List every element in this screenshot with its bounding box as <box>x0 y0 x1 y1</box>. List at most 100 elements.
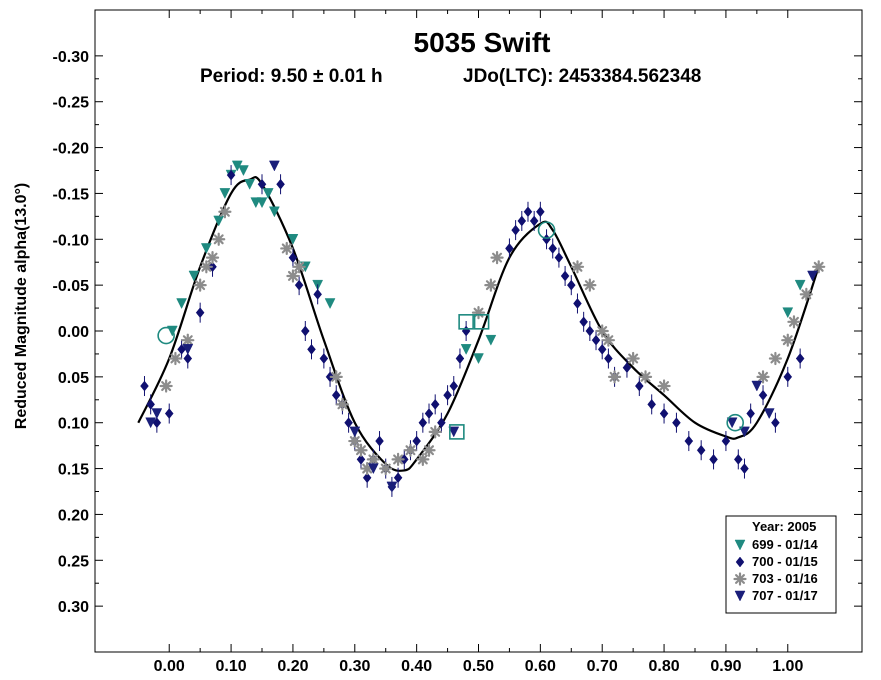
data-point <box>393 472 403 484</box>
epoch-text: JDo(LTC): 2453384.562348 <box>463 66 701 87</box>
data-point <box>721 435 731 447</box>
data-point <box>354 443 368 457</box>
data-point <box>523 206 533 218</box>
data-point <box>726 413 744 432</box>
data-point <box>319 353 329 364</box>
data-point <box>726 417 738 429</box>
data-point <box>604 353 613 364</box>
x-tick-label: 0.60 <box>525 658 556 675</box>
data-point <box>424 408 434 419</box>
data-point <box>199 260 213 274</box>
data-point <box>448 426 460 438</box>
data-point <box>391 452 405 466</box>
data-point <box>294 279 304 291</box>
data-point <box>292 260 306 274</box>
data-point <box>430 398 440 410</box>
data-point <box>548 243 558 254</box>
data-point <box>733 453 743 465</box>
series-5 <box>449 314 490 440</box>
data-point <box>412 435 421 447</box>
data-point <box>554 252 564 264</box>
data-point <box>771 417 780 429</box>
legend-entry-label: 700 - 01/15 <box>752 554 818 569</box>
data-point <box>758 389 768 401</box>
y-tick-label: -0.30 <box>53 49 90 66</box>
data-point <box>795 353 805 364</box>
data-point <box>536 206 545 218</box>
data-point <box>403 443 418 457</box>
data-point <box>635 380 644 392</box>
y-tick-label: 0.05 <box>58 370 89 387</box>
x-tick-labels: 0.00 0.10 0.20 0.30 0.40 0.50 0.60 0.70 0.80 0.90… <box>154 658 804 675</box>
data-point <box>286 269 300 283</box>
data-point <box>276 178 285 190</box>
data-point <box>812 260 826 274</box>
data-point <box>746 408 755 419</box>
legend-title: Year: 2005 <box>752 519 816 534</box>
y-tick-label: 0.25 <box>58 553 89 570</box>
legend: Year: 2005 699 - 01/14 700 - 01/15 703 - 0… <box>725 515 837 614</box>
series-3 <box>145 160 818 493</box>
data-point <box>213 215 225 227</box>
data-point <box>485 334 497 346</box>
y-tick-label: 0.10 <box>58 416 89 433</box>
data-point <box>362 472 372 484</box>
y-tick-label: 0.15 <box>58 462 89 479</box>
data-point <box>638 370 653 384</box>
data-point <box>367 463 379 475</box>
data-point <box>335 397 350 411</box>
data-point <box>517 215 527 227</box>
data-point <box>601 333 615 347</box>
data-point <box>181 333 195 347</box>
data-point <box>195 307 205 319</box>
x-tick-label: 0.40 <box>401 658 432 675</box>
x-tick-label: 0.30 <box>339 658 370 675</box>
x-tick-label: 0.80 <box>648 658 679 675</box>
data-point <box>607 370 622 384</box>
data-point <box>787 315 801 329</box>
data-point <box>768 351 783 366</box>
data-point <box>145 417 157 429</box>
data-point <box>324 298 336 310</box>
data-point <box>280 241 294 256</box>
data-point <box>597 343 607 355</box>
legend-marker <box>734 590 746 602</box>
y-tick-label: -0.10 <box>53 232 90 249</box>
chart-title: 5035 Swift <box>414 27 551 58</box>
data-point <box>573 298 582 309</box>
y-tick-label: -0.25 <box>53 95 90 112</box>
data-point <box>449 380 459 392</box>
legend-box <box>725 515 837 614</box>
data-point <box>193 278 207 292</box>
data-point <box>422 443 436 457</box>
data-point <box>458 314 474 330</box>
fit-curve <box>137 176 820 472</box>
x-tick-label: 1.00 <box>772 658 803 675</box>
x-tick-label: 0.10 <box>216 658 247 675</box>
data-point <box>622 362 632 374</box>
data-point <box>344 417 353 429</box>
data-point <box>256 197 268 209</box>
data-point <box>238 165 249 177</box>
data-point <box>262 188 274 199</box>
data-point <box>672 417 681 429</box>
data-point <box>418 417 428 429</box>
data-point <box>244 179 256 190</box>
data-point <box>807 270 818 282</box>
data-point <box>460 344 472 355</box>
data-point <box>176 298 188 310</box>
plot-frame <box>94 9 863 653</box>
y-tick-labels: -0.30 -0.25 -0.20 -0.15 -0.10 -0.05 0.00 0.05 0.… <box>53 49 90 616</box>
legend-entry-label: 703 - 01/16 <box>752 571 818 586</box>
legend-marker <box>735 556 745 568</box>
data-point <box>583 278 597 292</box>
data-point <box>188 270 200 282</box>
series-4 <box>157 221 744 432</box>
data-point <box>782 307 794 319</box>
data-point <box>449 424 465 440</box>
data-point <box>437 417 446 429</box>
tick-marks <box>95 10 862 652</box>
data-point <box>794 279 806 291</box>
data-point <box>151 408 163 420</box>
